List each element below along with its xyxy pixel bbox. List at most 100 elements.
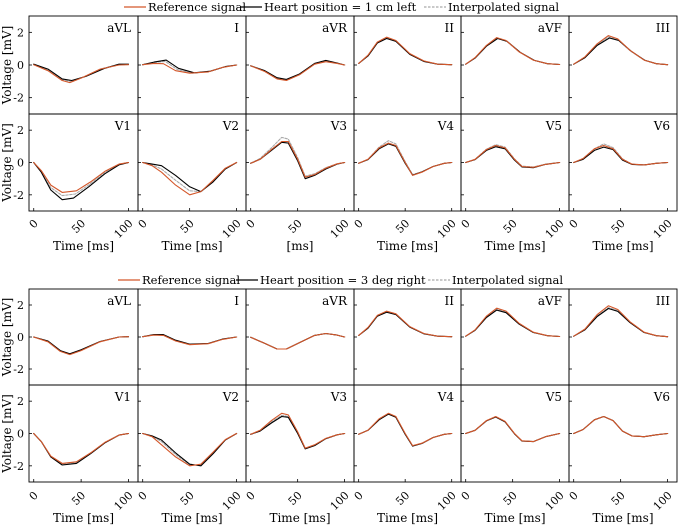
legend-item-reference: Reference signal	[118, 273, 240, 287]
trace-reference-avr	[250, 61, 346, 82]
trace-heart-ii	[358, 311, 453, 338]
trace-reference-v5	[465, 144, 561, 168]
trace-heart-v6	[573, 415, 669, 438]
trace-reference-v3	[250, 140, 346, 178]
x-tick-label: 0	[27, 217, 41, 231]
lead-panel-avr: aVR	[245, 15, 355, 115]
trace-reference-v5	[465, 415, 561, 443]
x-tick-label: 100	[112, 217, 136, 241]
y-axis-title: Voltage [mV]	[0, 123, 14, 203]
lead-label: aVR	[322, 294, 348, 308]
lead-panel-iii: III	[568, 15, 678, 115]
x-tick-label: 50	[609, 217, 628, 236]
legend-label-interpolated: Interpolated signal	[448, 0, 559, 14]
x-tick-label: 100	[435, 217, 459, 241]
trace-heart-v2	[142, 161, 238, 193]
x-tick-label: 100	[651, 217, 675, 241]
x-tick-label: 50	[393, 217, 412, 236]
x-tick-label: 50	[286, 217, 305, 236]
y-tick-label: 2	[17, 395, 24, 408]
lead-label: V6	[653, 390, 670, 404]
trace-heart-avl	[33, 336, 130, 355]
legend-item-reference: Reference signal	[124, 0, 246, 14]
trace-interpolated-v3	[250, 136, 346, 177]
trace-interpolated-v4	[358, 413, 453, 447]
trace-reference-v1	[33, 432, 130, 464]
lead-label: V5	[545, 119, 562, 133]
trace-reference-iii	[573, 35, 669, 66]
trace-reference-v2	[142, 161, 238, 196]
trace-heart-v4	[358, 143, 453, 176]
lead-label: V4	[437, 390, 455, 404]
legend-label-heart: Heart position = 1 cm left	[264, 0, 417, 14]
x-axis-title: Time [ms]	[484, 511, 545, 525]
trace-heart-v2	[142, 432, 238, 467]
x-axis-title: Time [ms]	[161, 239, 222, 253]
x-tick-label: 100	[651, 489, 675, 513]
x-axis-title: [ms]	[287, 239, 314, 253]
trace-heart-avf	[465, 37, 561, 66]
x-tick-label: 0	[567, 489, 581, 503]
lead-label: aVL	[107, 21, 131, 35]
lead-label: I	[234, 21, 239, 35]
trace-interpolated-v6	[573, 415, 669, 438]
x-tick-label: 100	[543, 217, 567, 241]
trace-reference-ii	[358, 310, 453, 338]
x-tick-label: 0	[244, 217, 258, 231]
trace-reference-v2	[142, 432, 238, 467]
x-tick-label: 0	[352, 489, 366, 503]
legend-item-interpolated: Interpolated signal	[424, 0, 559, 14]
trace-heart-avf	[465, 309, 561, 338]
y-axis-title: Voltage [mV]	[0, 26, 14, 106]
trace-heart-v1	[33, 161, 130, 201]
trace-reference-avf	[465, 307, 561, 338]
lead-label: V4	[437, 119, 455, 133]
lead-label: aVF	[538, 294, 562, 308]
trace-interpolated-ii	[358, 311, 453, 338]
trace-heart-v1	[33, 432, 130, 466]
y-tick-label: 0	[17, 428, 24, 441]
trace-reference-v1	[33, 161, 130, 193]
trace-reference-iii	[573, 305, 669, 338]
x-tick-label: 100	[435, 489, 459, 513]
legend-label-interpolated: Interpolated signal	[452, 273, 563, 287]
x-axis-title: Time [ms]	[377, 239, 438, 253]
y-axis-title: Voltage [mV]	[0, 394, 14, 474]
x-tick-label: 50	[69, 217, 88, 236]
lead-panel-i: I	[137, 288, 247, 386]
trace-heart-v5	[465, 416, 561, 443]
trace-reference-v4	[358, 412, 453, 447]
x-axis-title: Time [ms]	[53, 511, 114, 525]
lead-label: aVL	[107, 294, 131, 308]
trace-heart-avr	[250, 332, 346, 350]
x-tick-label: 0	[136, 489, 150, 503]
lead-panel-v3: V3 0 50 100 [ms]	[244, 113, 355, 253]
trace-reference-i	[142, 334, 238, 346]
legend-label-reference: Reference signal	[142, 273, 240, 287]
x-axis-title: Time [ms]	[484, 239, 545, 253]
panel-frame	[137, 15, 247, 115]
trace-reference-avf	[465, 37, 561, 66]
panel-frame	[137, 288, 247, 386]
x-tick-label: 0	[352, 217, 366, 231]
legend-label-heart: Heart position = 3 deg right	[260, 273, 426, 287]
x-tick-label: 50	[69, 489, 88, 508]
trace-reference-avl	[33, 64, 130, 84]
y-tick-label: 2	[17, 124, 24, 137]
legend: Reference signal Heart position = 3 deg r…	[118, 273, 563, 287]
lead-label: I	[234, 294, 239, 308]
x-tick-label: 0	[27, 489, 41, 503]
x-tick-label: 100	[543, 489, 567, 513]
x-tick-label: 100	[220, 489, 244, 513]
x-axis-title: Time [ms]	[53, 239, 114, 253]
x-tick-label: 50	[501, 217, 520, 236]
x-tick-label: 0	[459, 489, 473, 503]
trace-reference-v3	[250, 412, 346, 449]
